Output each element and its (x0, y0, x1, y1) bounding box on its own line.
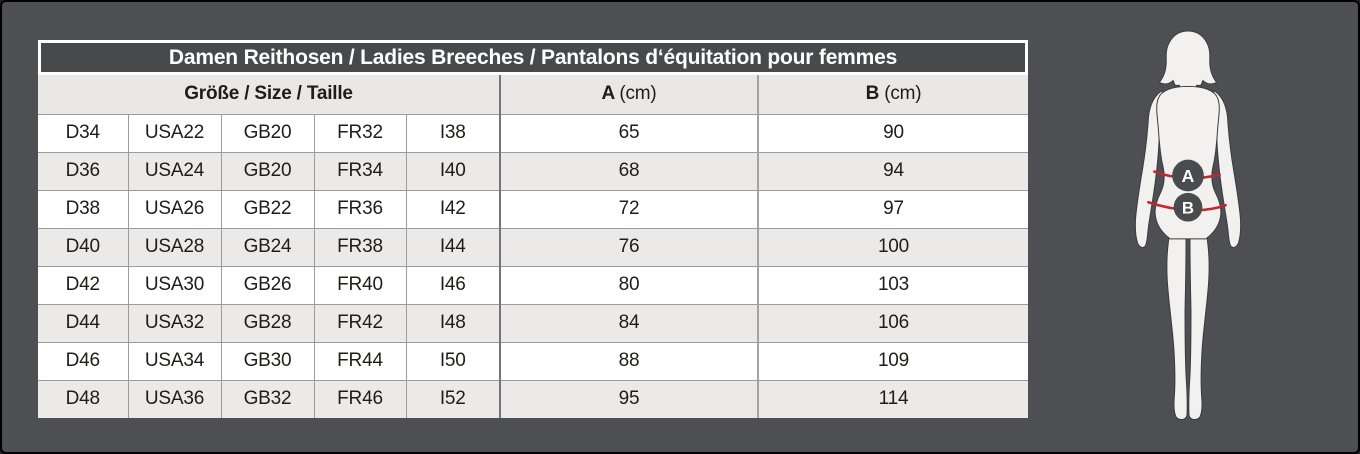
table-body: D34 USA22 GB20 FR32 I38 65 90 D36 USA24 GB20 FR34 I… (38, 113, 1028, 418)
table-cell: 90 (757, 113, 1028, 152)
table-cell: GB28 (220, 303, 314, 342)
table-cell: 65 (499, 113, 758, 152)
table-row: D34 USA22 GB20 FR32 I38 65 90 (38, 113, 1028, 152)
table-cell: D42 (38, 265, 128, 304)
table-cell: 97 (757, 189, 1028, 228)
table-cell: D34 (38, 113, 128, 152)
table-cell: D38 (38, 189, 128, 228)
header-a-unit: (cm) (619, 83, 657, 105)
table-cell: 100 (757, 227, 1028, 266)
table-cell: I38 (405, 113, 500, 152)
table-cell: I48 (405, 303, 500, 342)
silhouette-right-arm (1213, 89, 1242, 248)
table-cell: I44 (405, 227, 500, 266)
table-cell: FR40 (313, 265, 406, 304)
woman-silhouette-icon: A B (1134, 30, 1242, 420)
table-cell: 80 (499, 265, 758, 304)
marker-b-circle (1173, 192, 1203, 222)
silhouette-left-arm (1134, 89, 1163, 248)
marker-a-label: A (1182, 166, 1195, 186)
table-row: D42 USA30 GB26 FR40 I46 80 103 (38, 265, 1028, 304)
table-cell: I46 (405, 265, 500, 304)
header-a-label: A (601, 83, 615, 105)
table-row: D46 USA34 GB30 FR44 I50 88 109 (38, 341, 1028, 380)
marker-b-label: B (1182, 199, 1194, 218)
table-cell: GB22 (220, 189, 314, 228)
table-row: D36 USA24 GB20 FR34 I40 68 94 (38, 151, 1028, 190)
table-cell: D36 (38, 151, 128, 190)
table-cell: GB30 (220, 341, 314, 380)
measurement-figure: A B (1130, 29, 1246, 425)
table-cell: USA22 (127, 113, 221, 152)
silhouette-neck (1180, 72, 1196, 89)
table-row: D48 USA36 GB32 FR46 I52 95 114 (38, 379, 1028, 418)
table-cell: 95 (499, 379, 758, 418)
table-cell: FR34 (313, 151, 406, 190)
table-cell: 84 (499, 303, 758, 342)
table-cell: 88 (499, 341, 758, 380)
table-cell: FR36 (313, 189, 406, 228)
size-chart-table: Damen Reithosen / Ladies Breeches / Pant… (38, 40, 1028, 418)
table-cell: USA30 (127, 265, 221, 304)
table-cell: FR42 (313, 303, 406, 342)
marker-a-circle (1172, 159, 1204, 192)
table-cell: 94 (757, 151, 1028, 190)
header-col-a: A (cm) (499, 75, 758, 114)
table-cell: 103 (757, 265, 1028, 304)
table-cell: FR38 (313, 227, 406, 266)
table-cell: 68 (499, 151, 758, 190)
silhouette-left-leg (1166, 230, 1188, 420)
table-cell: GB20 (220, 113, 314, 152)
table-cell: USA36 (127, 379, 221, 418)
table-cell: 109 (757, 341, 1028, 380)
table-cell: USA24 (127, 151, 221, 190)
table-row: D40 USA28 GB24 FR38 I44 76 100 (38, 227, 1028, 266)
header-row: Größe / Size / Taille A (cm) B (cm) (38, 75, 1028, 114)
header-size-group: Größe / Size / Taille (184, 83, 353, 105)
table-cell: FR46 (313, 379, 406, 418)
table-header: Größe / Size / Taille A (cm) B (cm) (38, 75, 1028, 114)
table-cell: GB32 (220, 379, 314, 418)
table-cell: FR44 (313, 341, 406, 380)
header-b-label: B (865, 83, 880, 105)
header-col-b: B (cm) (757, 75, 1028, 114)
table-cell: I40 (405, 151, 500, 190)
silhouette-right-leg (1188, 230, 1210, 420)
table-cell: D44 (38, 303, 128, 342)
table-row: D38 USA26 GB22 FR36 I42 72 97 (38, 189, 1028, 228)
table-cell: D46 (38, 341, 128, 380)
table-cell: FR32 (313, 113, 406, 152)
table-row: D44 USA32 GB28 FR42 I48 84 106 (38, 303, 1028, 342)
table-cell: I42 (405, 189, 500, 228)
table-cell: GB20 (220, 151, 314, 190)
table-cell: 106 (757, 303, 1028, 342)
table-cell: I52 (405, 379, 500, 418)
sizes-table: Größe / Size / Taille A (cm) B (cm) D34 U… (38, 75, 1028, 418)
table-cell: 72 (499, 189, 758, 228)
table-cell: 76 (499, 227, 758, 266)
header-b-unit: (cm) (884, 83, 922, 105)
table-cell: USA28 (127, 227, 221, 266)
table-cell: 114 (757, 379, 1028, 418)
table-cell: USA34 (127, 341, 221, 380)
table-cell: D40 (38, 227, 128, 266)
table-cell: GB26 (220, 265, 314, 304)
table-cell: USA32 (127, 303, 221, 342)
chart-title: Damen Reithosen / Ladies Breeches / Pant… (38, 40, 1028, 75)
table-cell: GB24 (220, 227, 314, 266)
table-cell: D48 (38, 379, 128, 418)
table-cell: USA26 (127, 189, 221, 228)
table-cell: I50 (405, 341, 500, 380)
